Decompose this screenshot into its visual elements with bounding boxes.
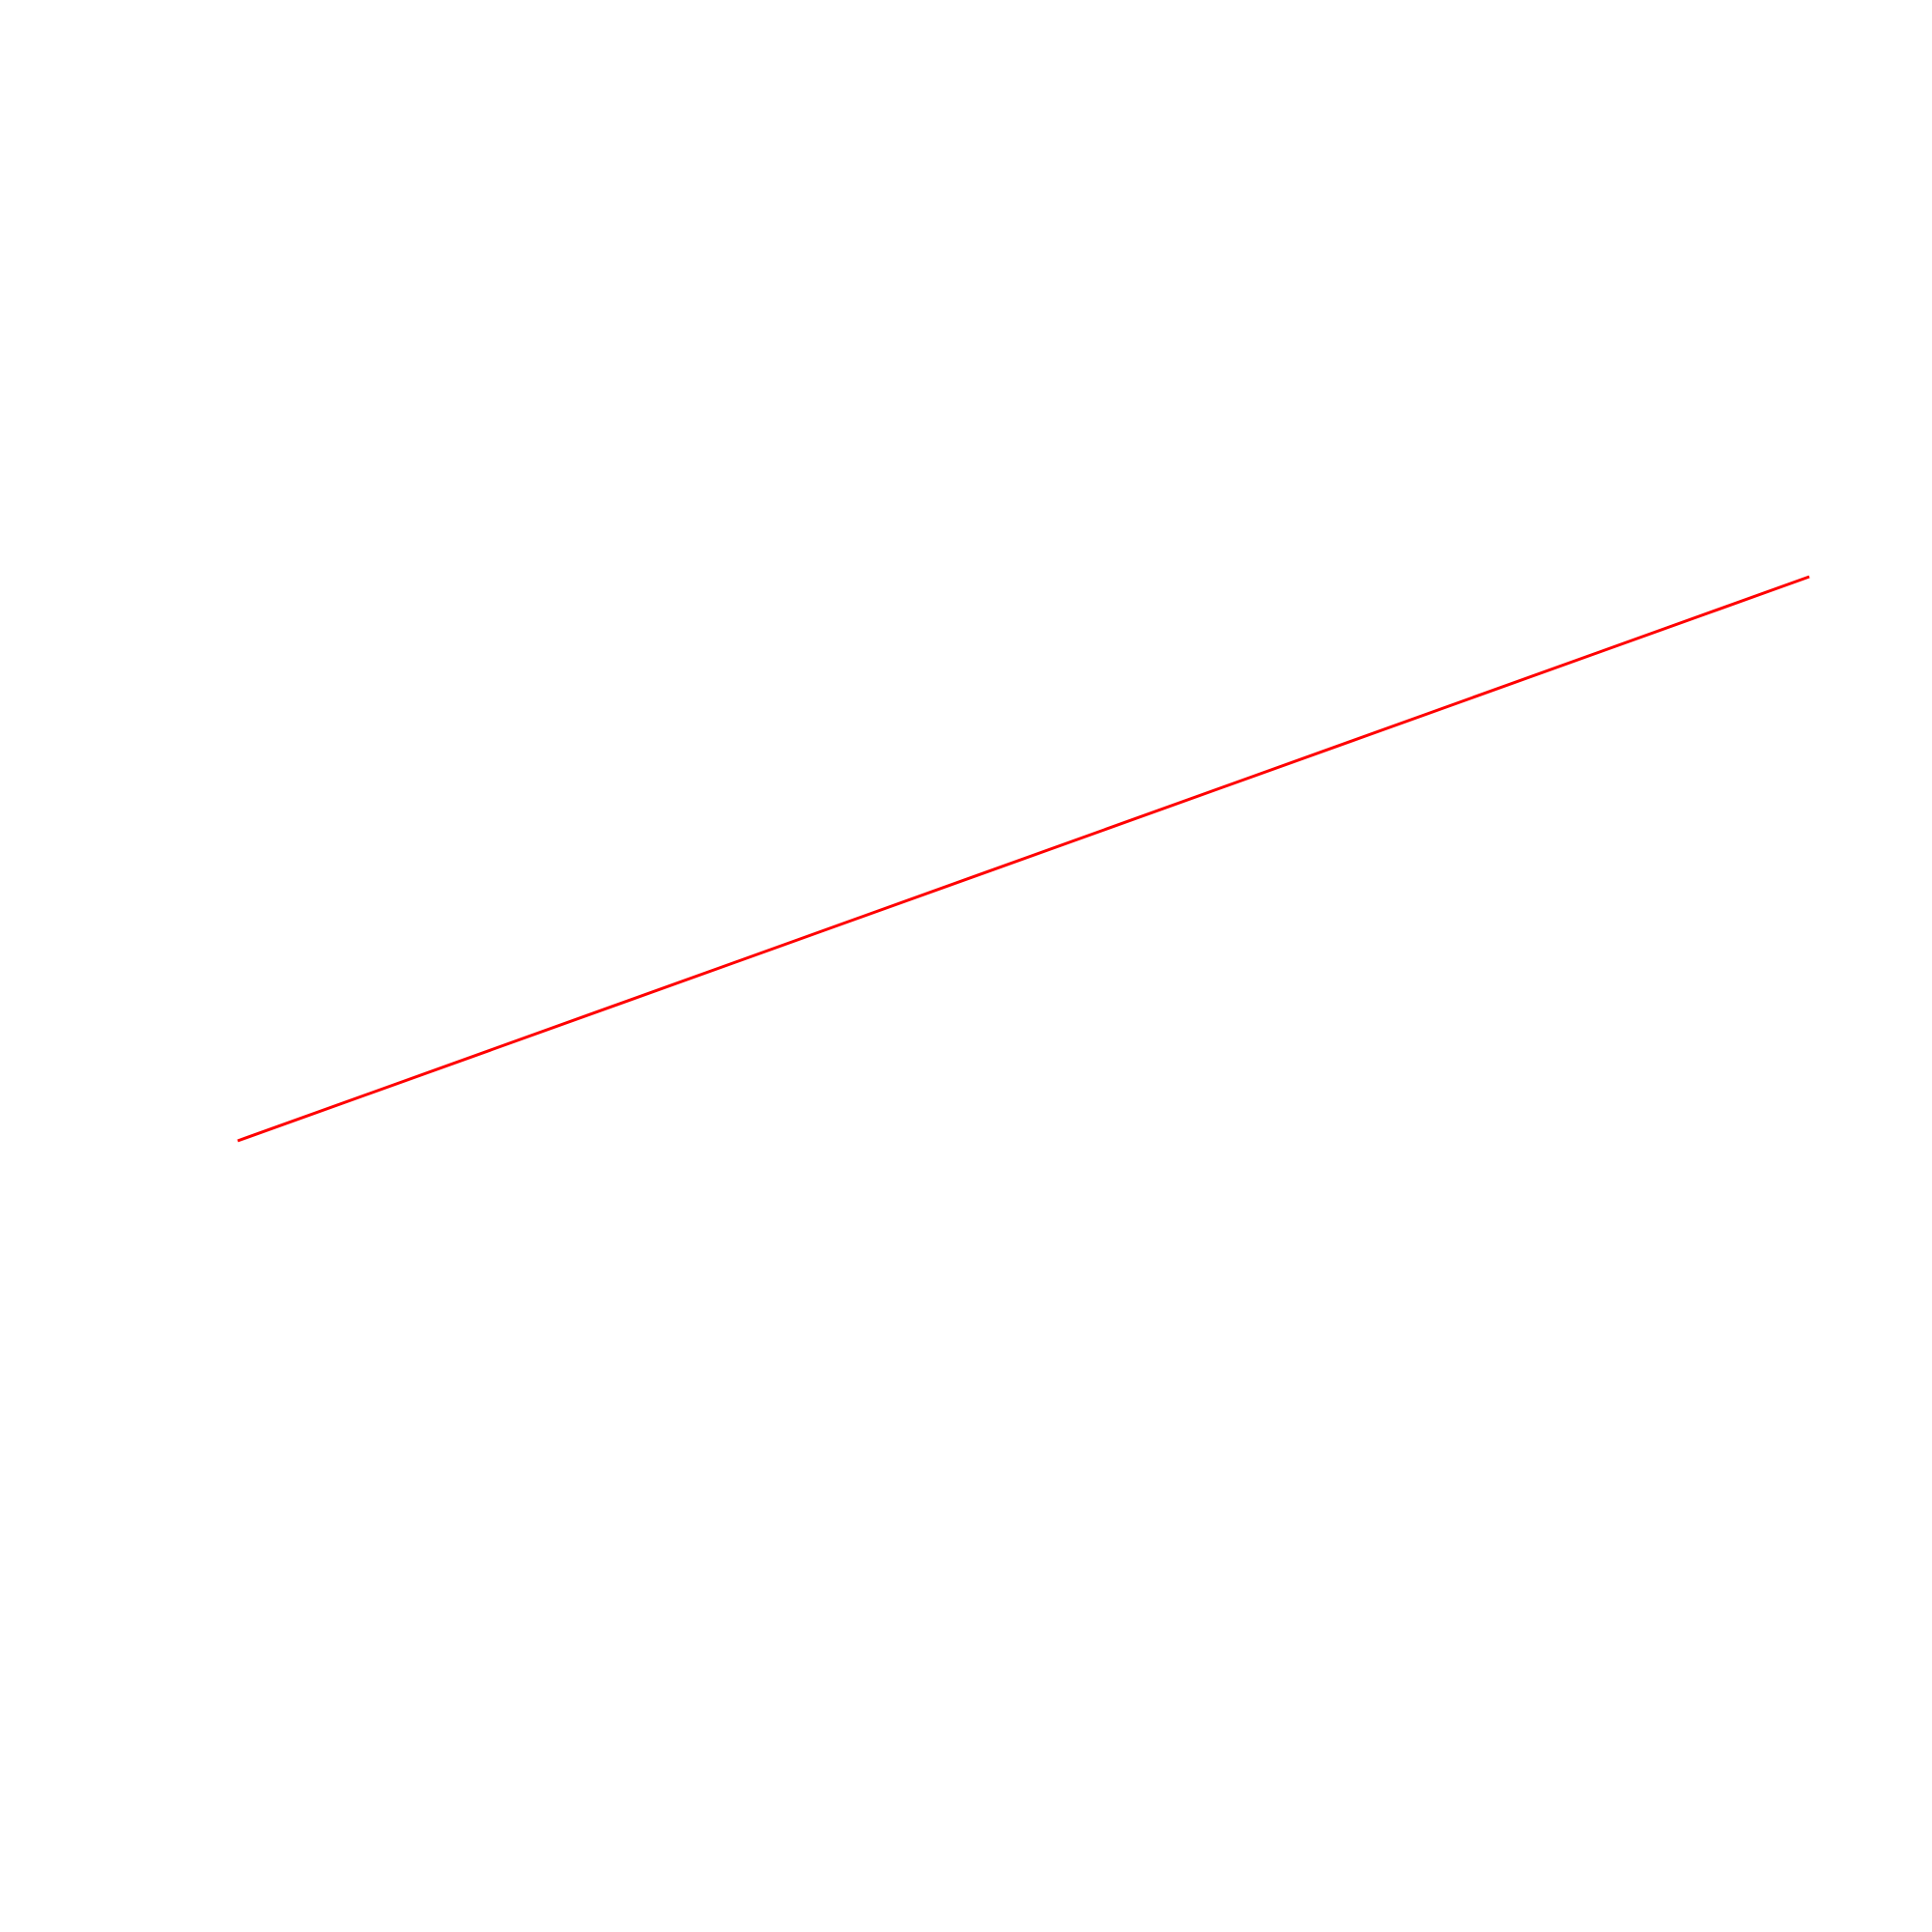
series-layer	[237, 575, 1810, 1143]
series-line-0	[237, 575, 1810, 1143]
